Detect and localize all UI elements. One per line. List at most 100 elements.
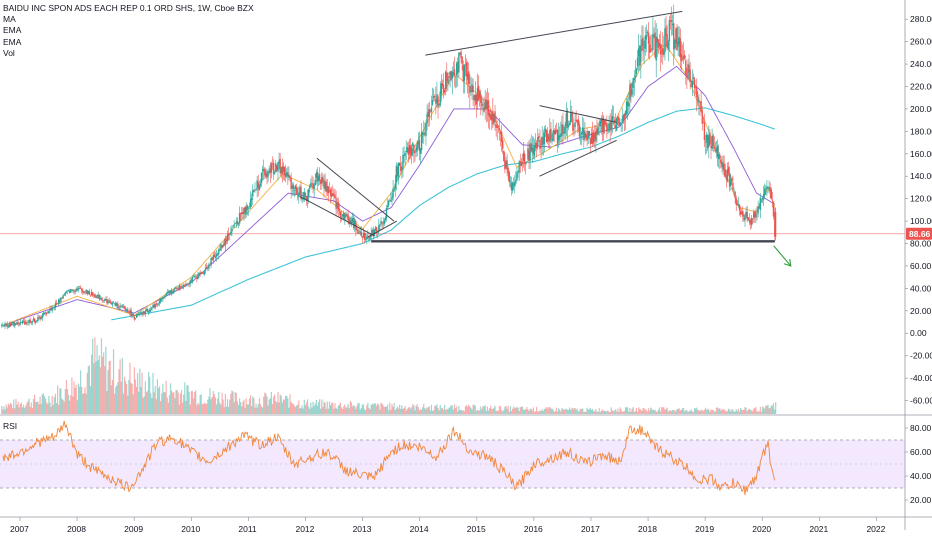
candle-body <box>516 172 518 181</box>
candle-body <box>184 285 186 287</box>
candle-body <box>724 169 726 177</box>
candle-body <box>260 172 263 184</box>
legend-ma[interactable]: MA <box>3 14 16 25</box>
candle-body <box>238 213 241 224</box>
volume-bar <box>664 409 666 414</box>
volume-bar <box>218 391 220 414</box>
volume-bar <box>377 403 379 414</box>
volume-bar <box>139 368 141 414</box>
candle-body <box>488 113 491 118</box>
volume-bar <box>740 407 742 414</box>
candle-body <box>721 162 723 167</box>
candle-body <box>712 135 714 147</box>
volume-bar <box>611 410 613 414</box>
volume-bar <box>579 408 582 414</box>
volume-bar <box>135 386 138 414</box>
rsi-pane-label[interactable]: RSI <box>3 421 18 431</box>
candle-body <box>78 288 81 289</box>
volume-bar <box>473 404 475 414</box>
candle-body <box>587 130 589 139</box>
candle-body <box>707 135 709 148</box>
candle-body <box>610 120 612 131</box>
volume-bar <box>403 407 405 414</box>
volume-bar <box>477 410 480 414</box>
volume-bar <box>233 402 235 414</box>
volume-bar <box>166 397 168 414</box>
legend-ema-2[interactable]: EMA <box>3 36 22 47</box>
candle-body <box>537 137 539 147</box>
rsi-axis[interactable]: 80.00 60.00 40.00 20.00 <box>905 423 932 505</box>
candle-body <box>89 294 92 296</box>
volume-bar <box>112 349 115 414</box>
candle-body <box>187 283 189 285</box>
candle-body <box>216 253 219 255</box>
volume-bar <box>520 406 522 414</box>
volume-bar <box>659 411 662 414</box>
volume-bar <box>178 404 180 414</box>
chart-legend[interactable]: BAIDU INC SPON ADS EACH REP 0.1 ORD SHS,… <box>3 3 254 59</box>
candle-body <box>346 214 348 216</box>
volume-bar <box>687 411 689 414</box>
candle-body <box>288 174 290 178</box>
candle-body <box>532 148 535 154</box>
volume-bar <box>704 407 707 414</box>
price-tick-label: 160.00 <box>910 149 932 159</box>
volume-bar <box>684 411 686 414</box>
candle-body <box>713 147 715 149</box>
volume-bar <box>121 357 123 414</box>
volume-bar <box>528 410 530 414</box>
price-tick-label: 120.00 <box>910 194 932 204</box>
volume-bar <box>464 406 467 414</box>
volume-bar <box>643 408 645 414</box>
candle-body <box>30 322 33 323</box>
candle-body <box>25 322 27 325</box>
symbol-title[interactable]: BAIDU INC SPON ADS EACH REP 0.1 ORD SHS,… <box>3 3 254 13</box>
volume-bar <box>622 411 624 414</box>
volume-bar <box>223 406 225 414</box>
volume-bar <box>495 411 497 414</box>
volume-bar <box>513 406 515 414</box>
candle-body <box>510 182 513 191</box>
candle-body <box>233 224 235 227</box>
candle-body <box>189 280 191 284</box>
candle-body <box>446 72 448 81</box>
candle-body <box>694 86 697 88</box>
trendline-annotations[interactable] <box>299 10 792 267</box>
candle-body <box>240 213 242 215</box>
candle-body <box>105 298 107 301</box>
volume-bar <box>405 410 407 414</box>
volume-bar <box>486 406 488 414</box>
legend-ema-1[interactable]: EMA <box>3 25 22 36</box>
candle-body <box>73 290 75 292</box>
candle-body <box>716 145 719 157</box>
price-axis[interactable]: 280.00 260.00 240.00 220.00 200.00 180.00 160.… <box>905 14 932 406</box>
candle-body <box>771 199 774 201</box>
volume-bar <box>110 385 112 414</box>
volume-bar <box>247 404 249 414</box>
candle-body <box>263 168 265 171</box>
volume-bar <box>186 385 188 414</box>
candle-body <box>6 323 8 327</box>
candle-body <box>356 228 358 231</box>
volume-bar <box>641 410 643 414</box>
candle-body <box>675 28 677 44</box>
time-axis[interactable]: 2007 2008 2009 2010 2011 2012 2013 2014 2015 2016… <box>10 517 886 534</box>
trendline-5 <box>539 139 617 177</box>
candle-body <box>224 239 227 246</box>
volume-bar <box>707 408 709 414</box>
candle-body <box>701 110 703 124</box>
candle-body <box>87 290 90 295</box>
volume-bar <box>275 401 277 414</box>
candle-body <box>403 154 405 157</box>
candle-body <box>286 172 288 176</box>
candle-body <box>101 300 104 301</box>
candle-body <box>487 100 490 116</box>
volume-bar <box>220 404 222 414</box>
volume-bar <box>560 411 562 414</box>
candle-body <box>200 272 202 274</box>
candle-body <box>134 318 137 320</box>
volume-bar <box>745 407 747 414</box>
volume-bar <box>357 402 359 414</box>
legend-vol[interactable]: Vol <box>3 47 15 58</box>
